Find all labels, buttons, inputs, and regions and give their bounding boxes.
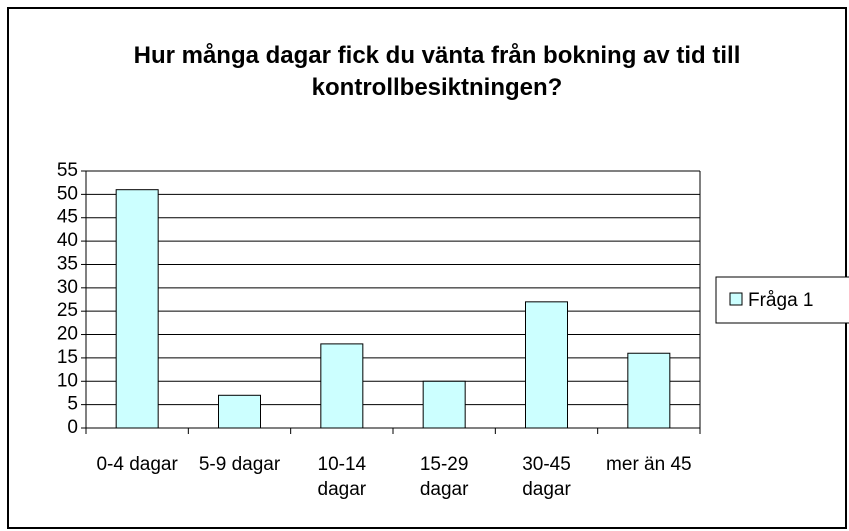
bar <box>627 352 671 429</box>
x-tick-label: 30-45 dagar <box>522 454 571 500</box>
y-tick-label: 10 <box>57 370 78 391</box>
y-tick-label: 35 <box>57 253 78 274</box>
y-tick-label: 5 <box>67 394 78 415</box>
y-tick-label: 15 <box>57 347 78 368</box>
bar <box>115 189 159 429</box>
y-tick-label: 50 <box>57 183 78 204</box>
y-tick-label: 40 <box>57 230 78 251</box>
bar <box>218 394 261 429</box>
legend-swatch <box>729 292 743 306</box>
bar <box>525 301 568 429</box>
x-tick-label: 15-29 dagar <box>419 454 469 500</box>
legend-label: Fråga 1 <box>748 290 813 311</box>
bar <box>422 380 466 429</box>
y-tick-label: 55 <box>57 160 78 181</box>
bar <box>320 343 364 429</box>
y-tick-label: 30 <box>57 277 78 298</box>
y-tick-label: 20 <box>57 324 78 345</box>
y-tick-label: 0 <box>67 417 78 438</box>
y-tick-label: 25 <box>57 300 78 321</box>
y-tick-label: 45 <box>57 207 78 228</box>
x-tick-label: 5-9 dagar <box>198 454 281 475</box>
x-tick-label: 10-14 dagar <box>317 454 367 500</box>
chart-title: Hur många dagar fick du vänta från bokni… <box>133 42 741 101</box>
x-tick-label: 0-4 dagar <box>96 454 178 475</box>
x-tick-label: mer än 45 <box>606 454 692 475</box>
